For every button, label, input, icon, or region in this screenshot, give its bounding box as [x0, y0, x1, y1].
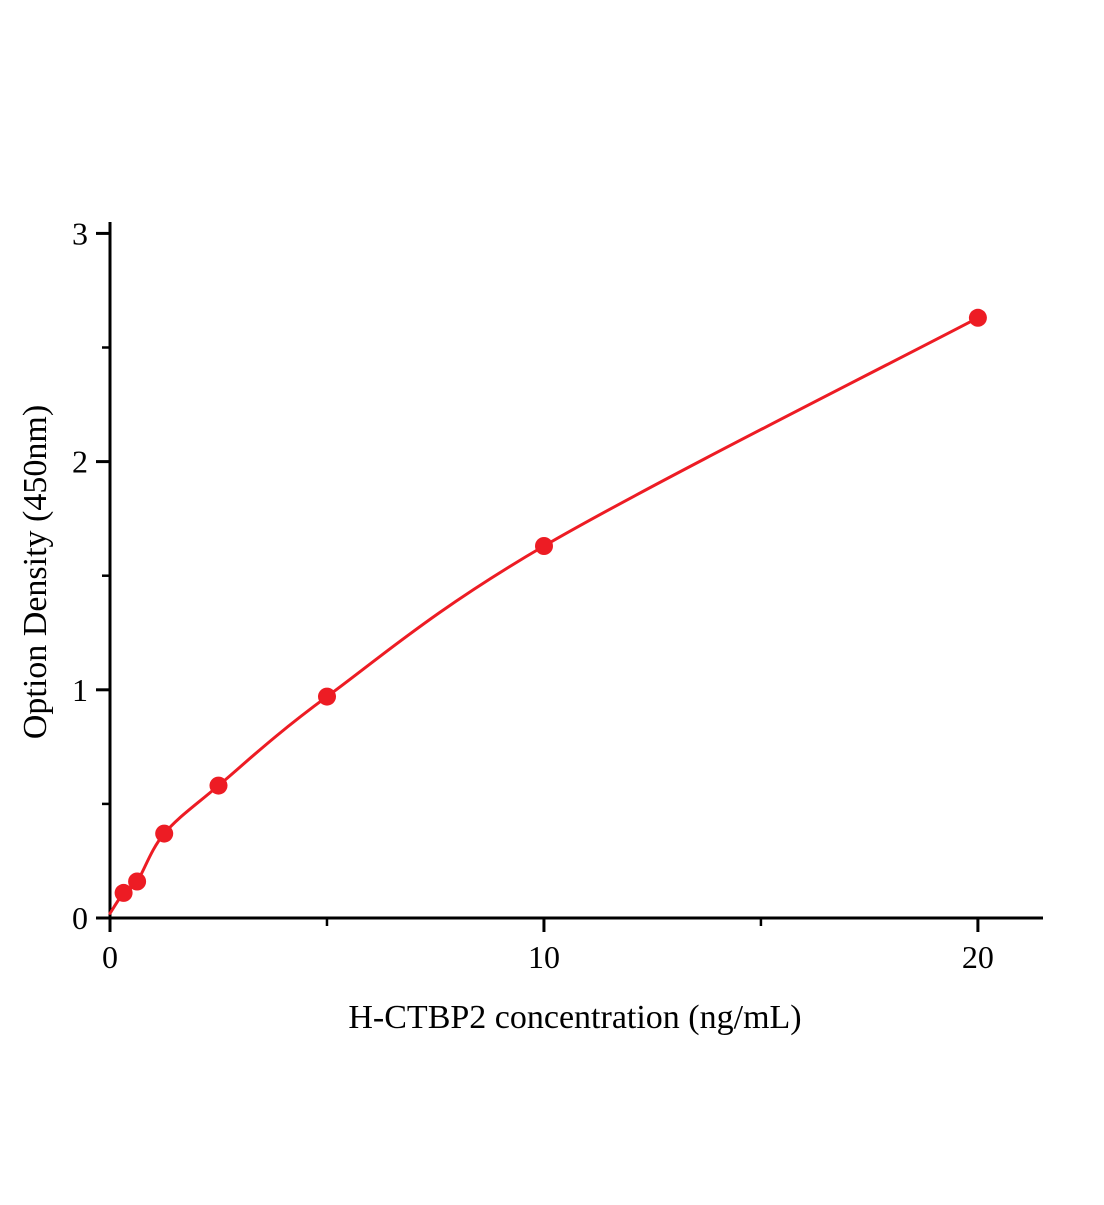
data-point-marker: [114, 883, 133, 902]
data-point-marker: [155, 824, 174, 843]
y-tick-label: 1: [72, 672, 88, 708]
data-point-marker: [535, 537, 553, 555]
standard-curve-line: [108, 316, 980, 915]
x-tick-label: 20: [962, 939, 994, 975]
data-series: [108, 308, 987, 915]
tick-marks: [96, 231, 980, 932]
y-tick-label: 2: [72, 444, 88, 480]
data-point-marker: [128, 872, 147, 891]
x-tick-label: 10: [528, 939, 560, 975]
data-point-marker: [209, 776, 228, 795]
y-tick-label: 3: [72, 215, 88, 251]
y-axis-label: Option Density (450nm): [17, 405, 54, 739]
y-tick-label: 0: [72, 900, 88, 936]
data-point-marker: [968, 308, 987, 327]
axes: [108, 222, 1043, 920]
x-axis-label: H-CTBP2 concentration (ng/mL): [348, 999, 801, 1036]
data-point-marker: [318, 687, 336, 706]
x-tick-label: 0: [102, 939, 118, 975]
tick-labels: 0 10 20 0 1 2 3: [72, 215, 994, 975]
